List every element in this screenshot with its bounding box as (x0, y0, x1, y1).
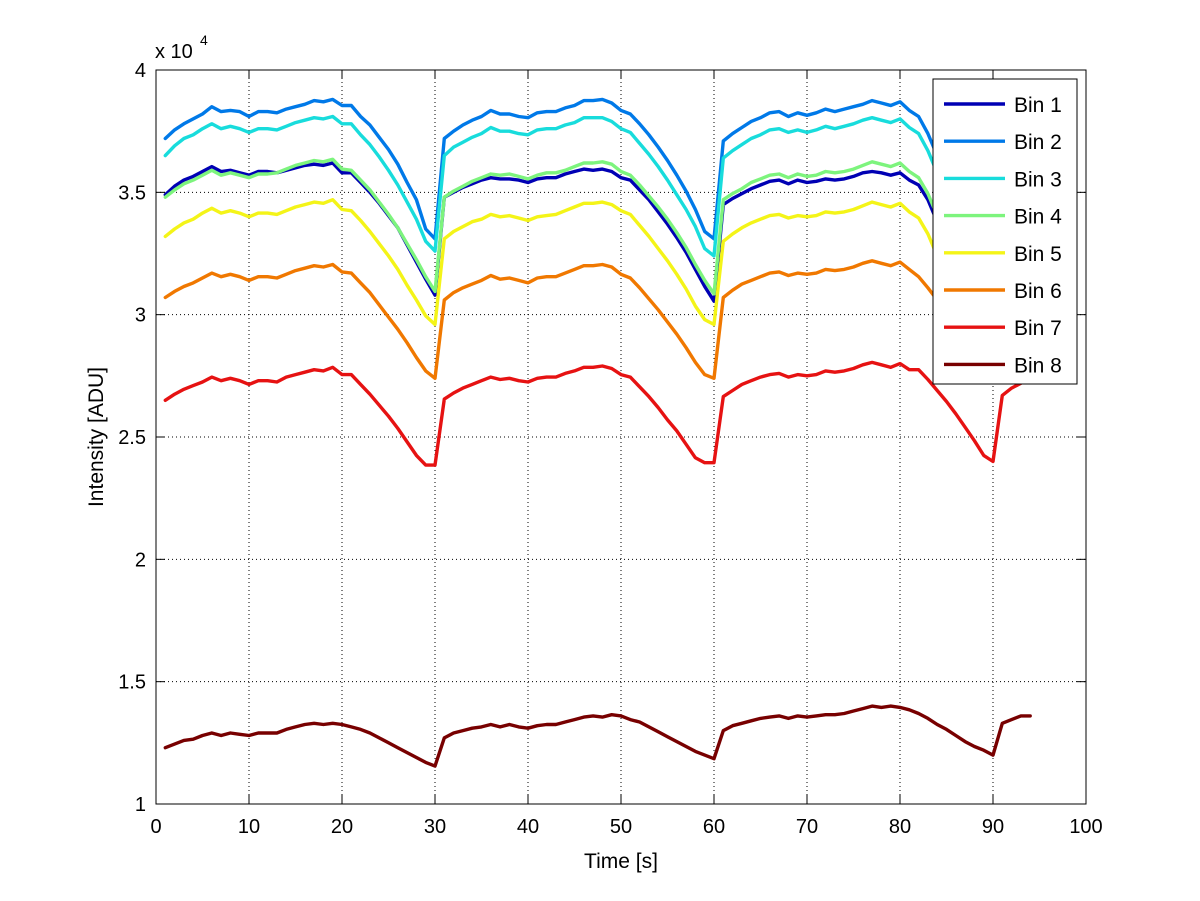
series-line-bin-7 (163, 360, 1032, 467)
legend-label: Bin 1 (1014, 94, 1062, 117)
x-tick-label: 50 (610, 816, 632, 838)
y-axis-exponent: x 10 4 (155, 32, 208, 63)
legend-entry: Bin 1 (944, 94, 1062, 117)
y-tick-label: 2 (135, 549, 146, 571)
y-exponent-prefix: x 10 (155, 41, 193, 63)
x-tick-label: 80 (889, 816, 911, 838)
y-tick-label: 3.5 (118, 182, 146, 204)
legend-label: Bin 4 (1014, 206, 1062, 229)
legend-entry: Bin 5 (944, 243, 1062, 266)
y-tick-label: 4 (135, 60, 146, 82)
legend-entry: Bin 3 (944, 168, 1062, 191)
x-tick-label: 70 (796, 816, 818, 838)
x-tick-label: 100 (1069, 816, 1102, 838)
x-tick-label: 10 (238, 816, 260, 838)
series-lines (163, 97, 1032, 768)
series-line-bin-8 (163, 704, 1032, 768)
legend-entry: Bin 8 (944, 354, 1062, 377)
legend-entry: Bin 7 (944, 317, 1062, 340)
legend-entry: Bin 4 (944, 206, 1062, 229)
legend-label: Bin 7 (1014, 317, 1062, 340)
series-line-bin-5 (163, 197, 1032, 346)
legend-label: Bin 3 (1014, 168, 1062, 191)
x-tick-label: 40 (517, 816, 539, 838)
legend-label: Bin 2 (1014, 131, 1062, 154)
legend-box (932, 78, 1078, 385)
y-tick-label: 2.5 (118, 427, 146, 449)
legend-label: Bin 6 (1014, 280, 1062, 303)
x-tick-label: 20 (331, 816, 353, 838)
legend-items: Bin 1 Bin 2 Bin 3 Bin 4 Bin 5 Bin 6 Bin 7 Bin 8 (944, 94, 1062, 377)
series-line-bin-6 (163, 259, 1032, 380)
x-tick-label: 90 (982, 816, 1004, 838)
legend-entry: Bin 2 (944, 131, 1062, 154)
x-tick-labels: 0 10 20 30 40 50 60 70 80 90 100 (150, 816, 1102, 838)
y-axis-label: Intensity [ADU] (85, 367, 108, 507)
series-line-bin-3 (163, 114, 1032, 265)
series-line-bin-1 (163, 161, 1032, 319)
x-axis-label: Time [s] (584, 850, 658, 873)
grid (156, 70, 1086, 804)
series-line-bin-2 (163, 97, 1032, 251)
legend: Bin 1 Bin 2 Bin 3 Bin 4 Bin 5 Bin 6 Bin 7 Bin 8 (932, 78, 1078, 385)
series-line-bin-4 (163, 157, 1032, 314)
legend-entry: Bin 6 (944, 280, 1062, 303)
x-tick-label: 30 (424, 816, 446, 838)
legend-label: Bin 8 (1014, 354, 1062, 377)
y-tick-labels: 1 1.5 2 2.5 3 3.5 4 (118, 60, 146, 816)
x-tick-label: 60 (703, 816, 725, 838)
y-tick-label: 1.5 (118, 672, 146, 694)
axis-ticks (155, 69, 1087, 805)
y-exponent-power: 4 (200, 32, 208, 48)
legend-label: Bin 5 (1014, 243, 1062, 266)
y-tick-label: 1 (135, 794, 146, 816)
x-tick-label: 0 (150, 816, 161, 838)
y-tick-label: 3 (135, 305, 146, 327)
